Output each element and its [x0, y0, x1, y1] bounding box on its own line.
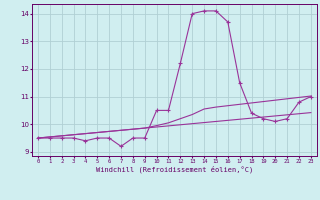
X-axis label: Windchill (Refroidissement éolien,°C): Windchill (Refroidissement éolien,°C) — [96, 165, 253, 173]
